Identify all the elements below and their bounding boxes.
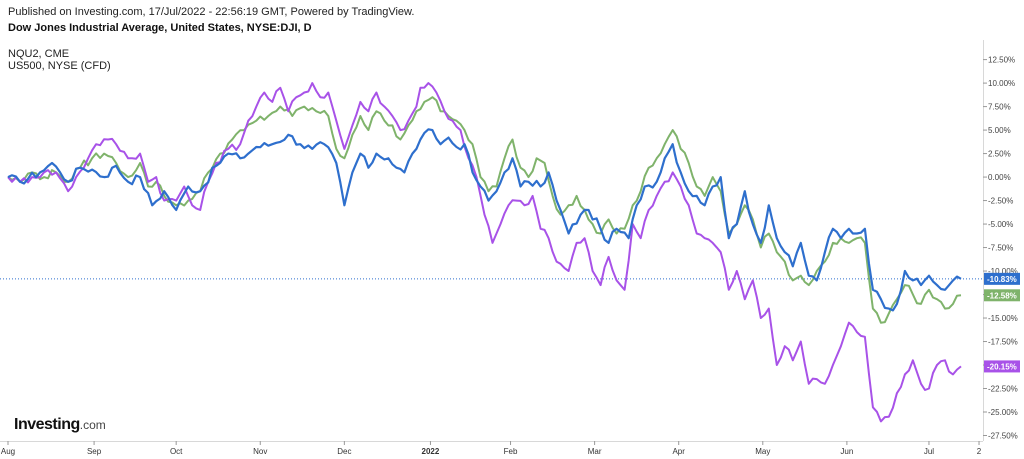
last-value-label-dji-box [984,272,1020,285]
y-tick-label: -25.00% [988,408,1018,417]
y-tick-label: -22.50% [988,385,1018,394]
x-tick-label: May [755,447,770,456]
last-value-label-us500-box [984,289,1020,302]
last-value-label-dji: -10.83% [987,275,1017,284]
x-tick-label: Apr [672,447,685,456]
y-tick-label: -2.50% [988,197,1013,206]
x-tick-label: Sep [87,447,102,456]
x-tick-label: Mar [588,447,602,456]
legend-nqu2: NQU2, CME [8,48,70,60]
published-note: Published on Investing.com, 17/Jul/2022 … [8,6,415,18]
x-tick-label: Jun [840,447,853,456]
y-tick-label: -27.50% [988,432,1018,441]
x-tick-label: Oct [170,447,183,456]
last-value-label-us500: -12.58% [987,291,1017,300]
y-tick-label: -7.50% [988,244,1013,253]
y-tick-label: -15.00% [988,314,1018,323]
y-tick-label: 12.50% [988,56,1015,65]
chart-title: Dow Jones Industrial Average, United Sta… [8,22,312,34]
y-tick-label: 10.00% [988,79,1015,88]
y-tick-label: 0.00% [988,173,1011,182]
y-tick-label: 5.00% [988,126,1011,135]
y-tick-label: -5.00% [988,220,1013,229]
investing-logo: Investing.com [14,416,106,433]
last-value-label-nqu2: -20.15% [987,362,1017,371]
x-tick-label: 2022 [422,447,440,456]
legend-us500: US500, NYSE (CFD) [8,60,111,72]
last-value-label-nqu2-box [984,360,1020,373]
x-tick-label: Aug [1,447,15,456]
y-tick-label: 2.50% [988,150,1011,159]
x-tick-label: Feb [504,447,518,456]
y-tick-label: -17.50% [988,338,1018,347]
y-tick-label: -10.00% [988,267,1018,276]
x-tick-label: Nov [253,447,267,456]
x-tick-label: 2 [977,447,982,456]
y-tick-label: 7.50% [988,103,1011,112]
series-line-nqu2 [7,82,962,423]
x-tick-label: Dec [337,447,351,456]
series-line-dji [7,128,962,312]
x-tick-label: Jul [924,447,934,456]
